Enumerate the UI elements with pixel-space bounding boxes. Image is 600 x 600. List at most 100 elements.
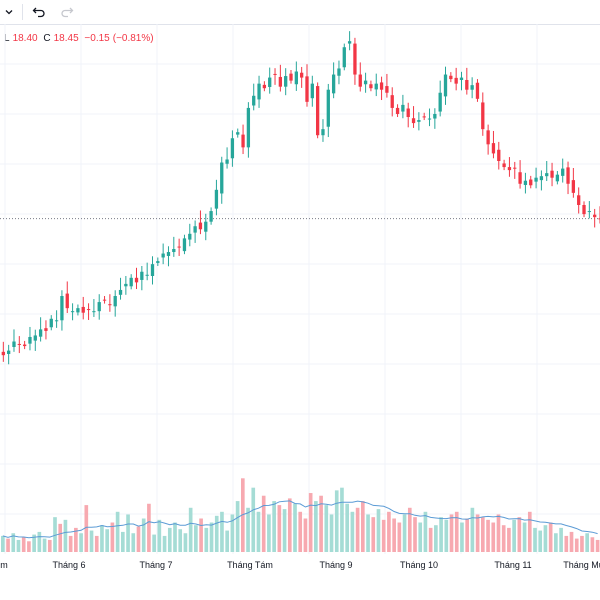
volume-bar [16, 539, 21, 552]
volume-bar [564, 535, 569, 552]
volume-bar [272, 501, 276, 552]
candle-down [81, 306, 85, 313]
volume-bar [548, 522, 553, 552]
volume-bar [361, 501, 365, 552]
volume-bar [152, 534, 156, 552]
volume-bar [27, 541, 31, 552]
candle-down [86, 309, 91, 311]
candle-up [70, 311, 75, 313]
candle-down [108, 304, 112, 306]
candle-down [395, 107, 400, 114]
candle-down [379, 82, 384, 90]
candle-up [555, 174, 560, 182]
volume-bar [235, 501, 240, 552]
volume-bar [381, 519, 386, 552]
candle-up [166, 252, 171, 256]
candle-down [507, 167, 512, 171]
volume-bar [543, 525, 548, 552]
candle-up [193, 226, 197, 233]
candle-up [204, 221, 208, 232]
candle-up [236, 132, 240, 135]
candle-up [28, 336, 32, 344]
candle-up [310, 83, 314, 99]
time-axis-label: Tháng Mư [563, 560, 600, 570]
ohlc-legend: L 18.40 C 18.45 −0.15 (−0.81%) [4, 33, 157, 44]
candle-up [150, 264, 155, 276]
volume-bar [470, 507, 475, 552]
volume-bar [47, 539, 52, 552]
low-value: 18.40 [12, 33, 38, 44]
volume-bar [230, 514, 235, 552]
volume-bar [512, 519, 516, 552]
candle-up [54, 320, 59, 322]
volume-bar [439, 517, 443, 552]
volume-bar [314, 501, 318, 552]
candle-up [459, 77, 464, 81]
volume-bar [293, 503, 297, 552]
candle-down [369, 84, 373, 89]
candle-down [497, 149, 501, 162]
volume-bar [225, 530, 229, 552]
candle-up [347, 41, 352, 44]
close-label: C [43, 33, 51, 44]
volume-bar [407, 507, 412, 552]
volume-bar [214, 515, 219, 552]
candle-up [113, 296, 117, 307]
candle-up [161, 253, 165, 258]
candle-up [342, 47, 346, 68]
candle-up [76, 308, 80, 313]
volume-bar [366, 514, 370, 552]
volume-bar [329, 514, 334, 552]
candle-up [7, 350, 11, 354]
candle-down [518, 172, 522, 184]
volume-bar [188, 507, 193, 552]
toolbar-divider [22, 4, 23, 20]
candle-up [172, 248, 176, 253]
volume-bar [147, 503, 151, 552]
candle-up [252, 95, 256, 106]
undo-icon[interactable] [30, 3, 48, 21]
volume-bars [1, 478, 600, 552]
volume-bar [428, 527, 433, 552]
volume-bar [486, 519, 490, 552]
redo-icon[interactable] [58, 3, 76, 21]
candle-down [390, 95, 394, 108]
time-axis-label: Tháng 9 [319, 560, 352, 570]
volume-bar [569, 531, 574, 552]
volume-bar [376, 509, 381, 552]
volume-bar [371, 517, 376, 552]
volume-bar [209, 522, 214, 552]
candle-down [22, 344, 27, 347]
candle-down [513, 167, 517, 169]
volume-bar [246, 507, 250, 552]
candle-up [140, 271, 144, 280]
time-axis-label: Tháng 11 [494, 560, 531, 570]
candle-up [321, 129, 325, 136]
candle-up [257, 83, 261, 100]
volume-bar [178, 529, 183, 552]
candle-down [481, 102, 485, 130]
price-chart[interactable]: m Tháng 6 Tháng 7 Tháng Tám Tháng 9 Tháng 10 T… [0, 24, 600, 600]
volume-bar [204, 527, 209, 552]
candle-up [129, 277, 133, 287]
volume-bar [423, 511, 428, 552]
chevron-down-icon[interactable] [0, 3, 18, 21]
volume-bar [6, 538, 10, 552]
candle-down [422, 116, 426, 118]
candle-up [545, 173, 549, 177]
candle-up [294, 71, 298, 85]
candle-down [577, 195, 581, 205]
volume-bar [126, 514, 130, 552]
volume-bar [157, 519, 162, 552]
candle-down [358, 74, 362, 87]
candle-down [593, 214, 597, 218]
candle-down [44, 328, 48, 331]
volume-bar [105, 529, 109, 552]
candle-up [534, 177, 538, 182]
volume-bar [527, 511, 532, 552]
volume-bar [298, 511, 303, 552]
volume-bar [63, 519, 68, 552]
candle-down [582, 205, 586, 215]
candle-up [92, 311, 96, 313]
candle-up [230, 138, 235, 159]
